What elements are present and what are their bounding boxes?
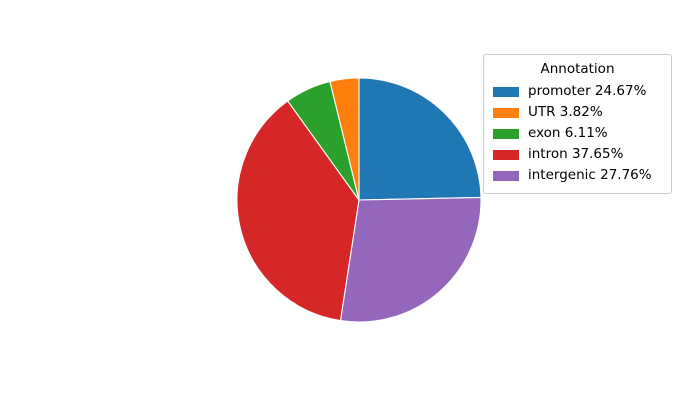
legend-entry-label: intergenic 27.76% — [528, 167, 652, 183]
legend-entry[interactable]: exon 6.11% — [493, 123, 662, 144]
legend-color-swatch — [493, 170, 519, 181]
legend-box: Annotation promoter 24.67% UTR 3.82% exon … — [483, 54, 672, 194]
legend-entry-label: UTR 3.82% — [528, 104, 603, 120]
legend-color-swatch — [493, 128, 519, 139]
pie-wedge-promoter[interactable] — [358, 77, 482, 201]
legend-entry[interactable]: promoter 24.67% — [493, 81, 662, 102]
pie-wedge-UTR[interactable] — [329, 77, 360, 201]
legend-entry[interactable]: intergenic 27.76% — [493, 165, 662, 186]
legend-entry-list: promoter 24.67% UTR 3.82% exon 6.11% intron… — [493, 81, 662, 186]
pie-wedge-intron[interactable] — [236, 100, 360, 322]
legend-color-swatch — [493, 107, 519, 118]
legend-entry[interactable]: intron 37.65% — [493, 144, 662, 165]
legend-title: Annotation — [540, 61, 615, 77]
legend-entry-label: promoter 24.67% — [528, 83, 647, 99]
legend-entry-label: exon 6.11% — [528, 125, 608, 141]
legend-color-swatch — [493, 86, 519, 97]
pie-wedge-intergenic[interactable] — [339, 196, 482, 323]
pie-wedge-group — [236, 77, 482, 323]
legend-color-swatch — [493, 149, 519, 160]
legend-entry[interactable]: UTR 3.82% — [493, 102, 662, 123]
legend-entry-label: intron 37.65% — [528, 146, 624, 162]
